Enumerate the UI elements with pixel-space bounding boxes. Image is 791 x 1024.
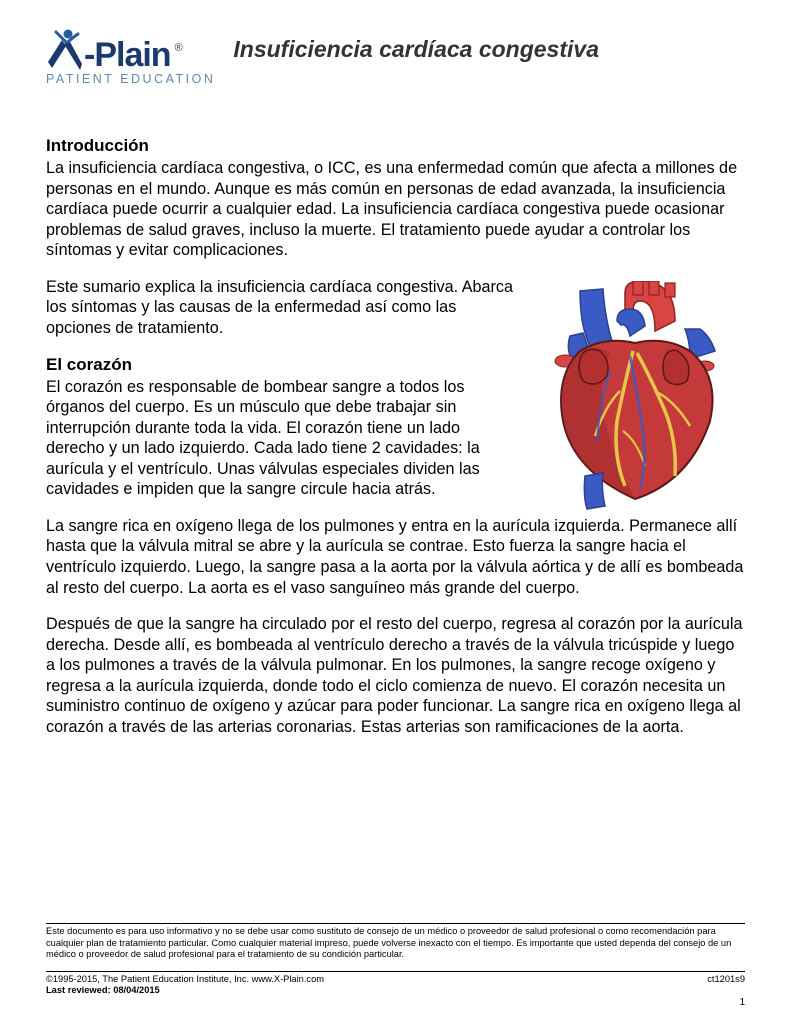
- footer-doc-code: ct1201s9: [707, 974, 745, 984]
- document-title: Insuficiencia cardíaca congestiva: [233, 36, 599, 63]
- logo-registered-mark: ®: [175, 42, 183, 54]
- wrapped-content-block: Este sumario explica la insuficiencia ca…: [46, 277, 745, 614]
- heart-paragraph-2: La sangre rica en oxígeno llega de los p…: [46, 516, 745, 598]
- document-footer: Este documento es para uso informativo y…: [46, 923, 745, 1008]
- logo-brand-text: -Plain: [84, 38, 171, 72]
- page-number: 1: [46, 997, 745, 1008]
- logo-subtitle: PATIENT EDUCATION: [46, 72, 215, 86]
- footer-meta-row: ©1995-2015, The Patient Education Instit…: [46, 974, 745, 984]
- footer-copyright: ©1995-2015, The Patient Education Instit…: [46, 974, 324, 984]
- intro-paragraph-1: La insuficiencia cardíaca congestiva, o …: [46, 158, 745, 261]
- footer-disclaimer: Este documento es para uso informativo y…: [46, 926, 745, 961]
- heart-paragraph-3: Después de que la sangre ha circulado po…: [46, 614, 745, 737]
- last-reviewed-label: Last reviewed:: [46, 985, 111, 995]
- footer-rule-top: [46, 923, 745, 924]
- footer-rule-bottom: [46, 971, 745, 972]
- logo-figure-icon: [46, 28, 82, 72]
- document-header: -Plain ® PATIENT EDUCATION Insuficiencia…: [46, 28, 745, 86]
- brand-logo: -Plain ® PATIENT EDUCATION: [46, 28, 215, 86]
- heart-anatomy-illustration: [525, 281, 745, 511]
- section-heading-intro: Introducción: [46, 136, 745, 156]
- logo-top-row: -Plain ®: [46, 28, 215, 72]
- last-reviewed-date: 08/04/2015: [113, 985, 160, 995]
- footer-last-reviewed: Last reviewed: 08/04/2015: [46, 985, 745, 995]
